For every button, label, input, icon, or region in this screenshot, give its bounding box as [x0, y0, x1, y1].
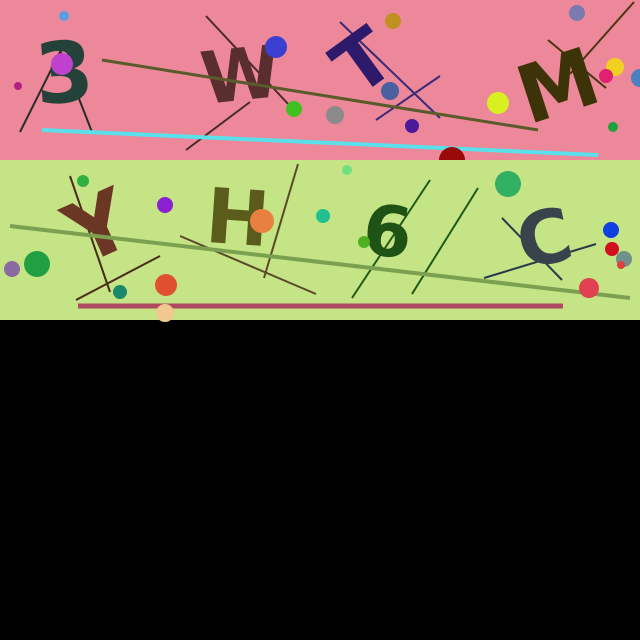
noise-dot [495, 171, 521, 197]
captcha-row-top: 3 W T M [0, 0, 640, 173]
noise-dot [59, 11, 69, 21]
noise-line [547, 39, 607, 89]
noise-line [9, 224, 631, 300]
noise-dot [487, 92, 509, 114]
noise-dot [265, 36, 287, 58]
noise-dot [381, 82, 399, 100]
noise-dot [405, 119, 419, 133]
noise-dot [24, 251, 50, 277]
noise-dot [77, 175, 89, 187]
noise-line [569, 1, 635, 75]
noise-dot [608, 122, 618, 132]
noise-line [205, 15, 291, 107]
noise-line [375, 75, 441, 121]
noise-dot [605, 242, 619, 256]
noise-line [263, 163, 299, 279]
noise-dot [113, 285, 127, 299]
captcha-char: 6 [359, 189, 416, 276]
noise-dot [286, 101, 302, 117]
noise-line [179, 235, 317, 295]
noise-dot [631, 69, 640, 87]
noise-dot [617, 261, 625, 269]
noise-dot [51, 53, 73, 75]
noise-line [41, 128, 599, 157]
noise-dot [342, 165, 352, 175]
noise-dot [14, 82, 22, 90]
noise-line [501, 217, 563, 281]
captcha-band-bottom [0, 160, 640, 320]
noise-line [483, 243, 597, 279]
noise-dot [155, 274, 177, 296]
noise-line [351, 179, 431, 299]
noise-line [101, 58, 539, 132]
noise-dot [156, 304, 174, 322]
noise-line [75, 255, 161, 301]
noise-dot [603, 222, 619, 238]
noise-line [411, 187, 479, 295]
noise-dot [569, 5, 585, 21]
noise-dot [599, 69, 613, 83]
noise-dot [4, 261, 20, 277]
captcha-row-bottom: Y H 6 C [0, 160, 640, 322]
noise-dot [385, 13, 401, 29]
noise-dot [579, 278, 599, 298]
noise-dot [326, 106, 344, 124]
noise-dot [316, 209, 330, 223]
noise-dot [250, 209, 274, 233]
noise-line [339, 21, 441, 119]
noise-line [185, 101, 251, 151]
noise-dot [358, 236, 370, 248]
noise-dot [157, 197, 173, 213]
